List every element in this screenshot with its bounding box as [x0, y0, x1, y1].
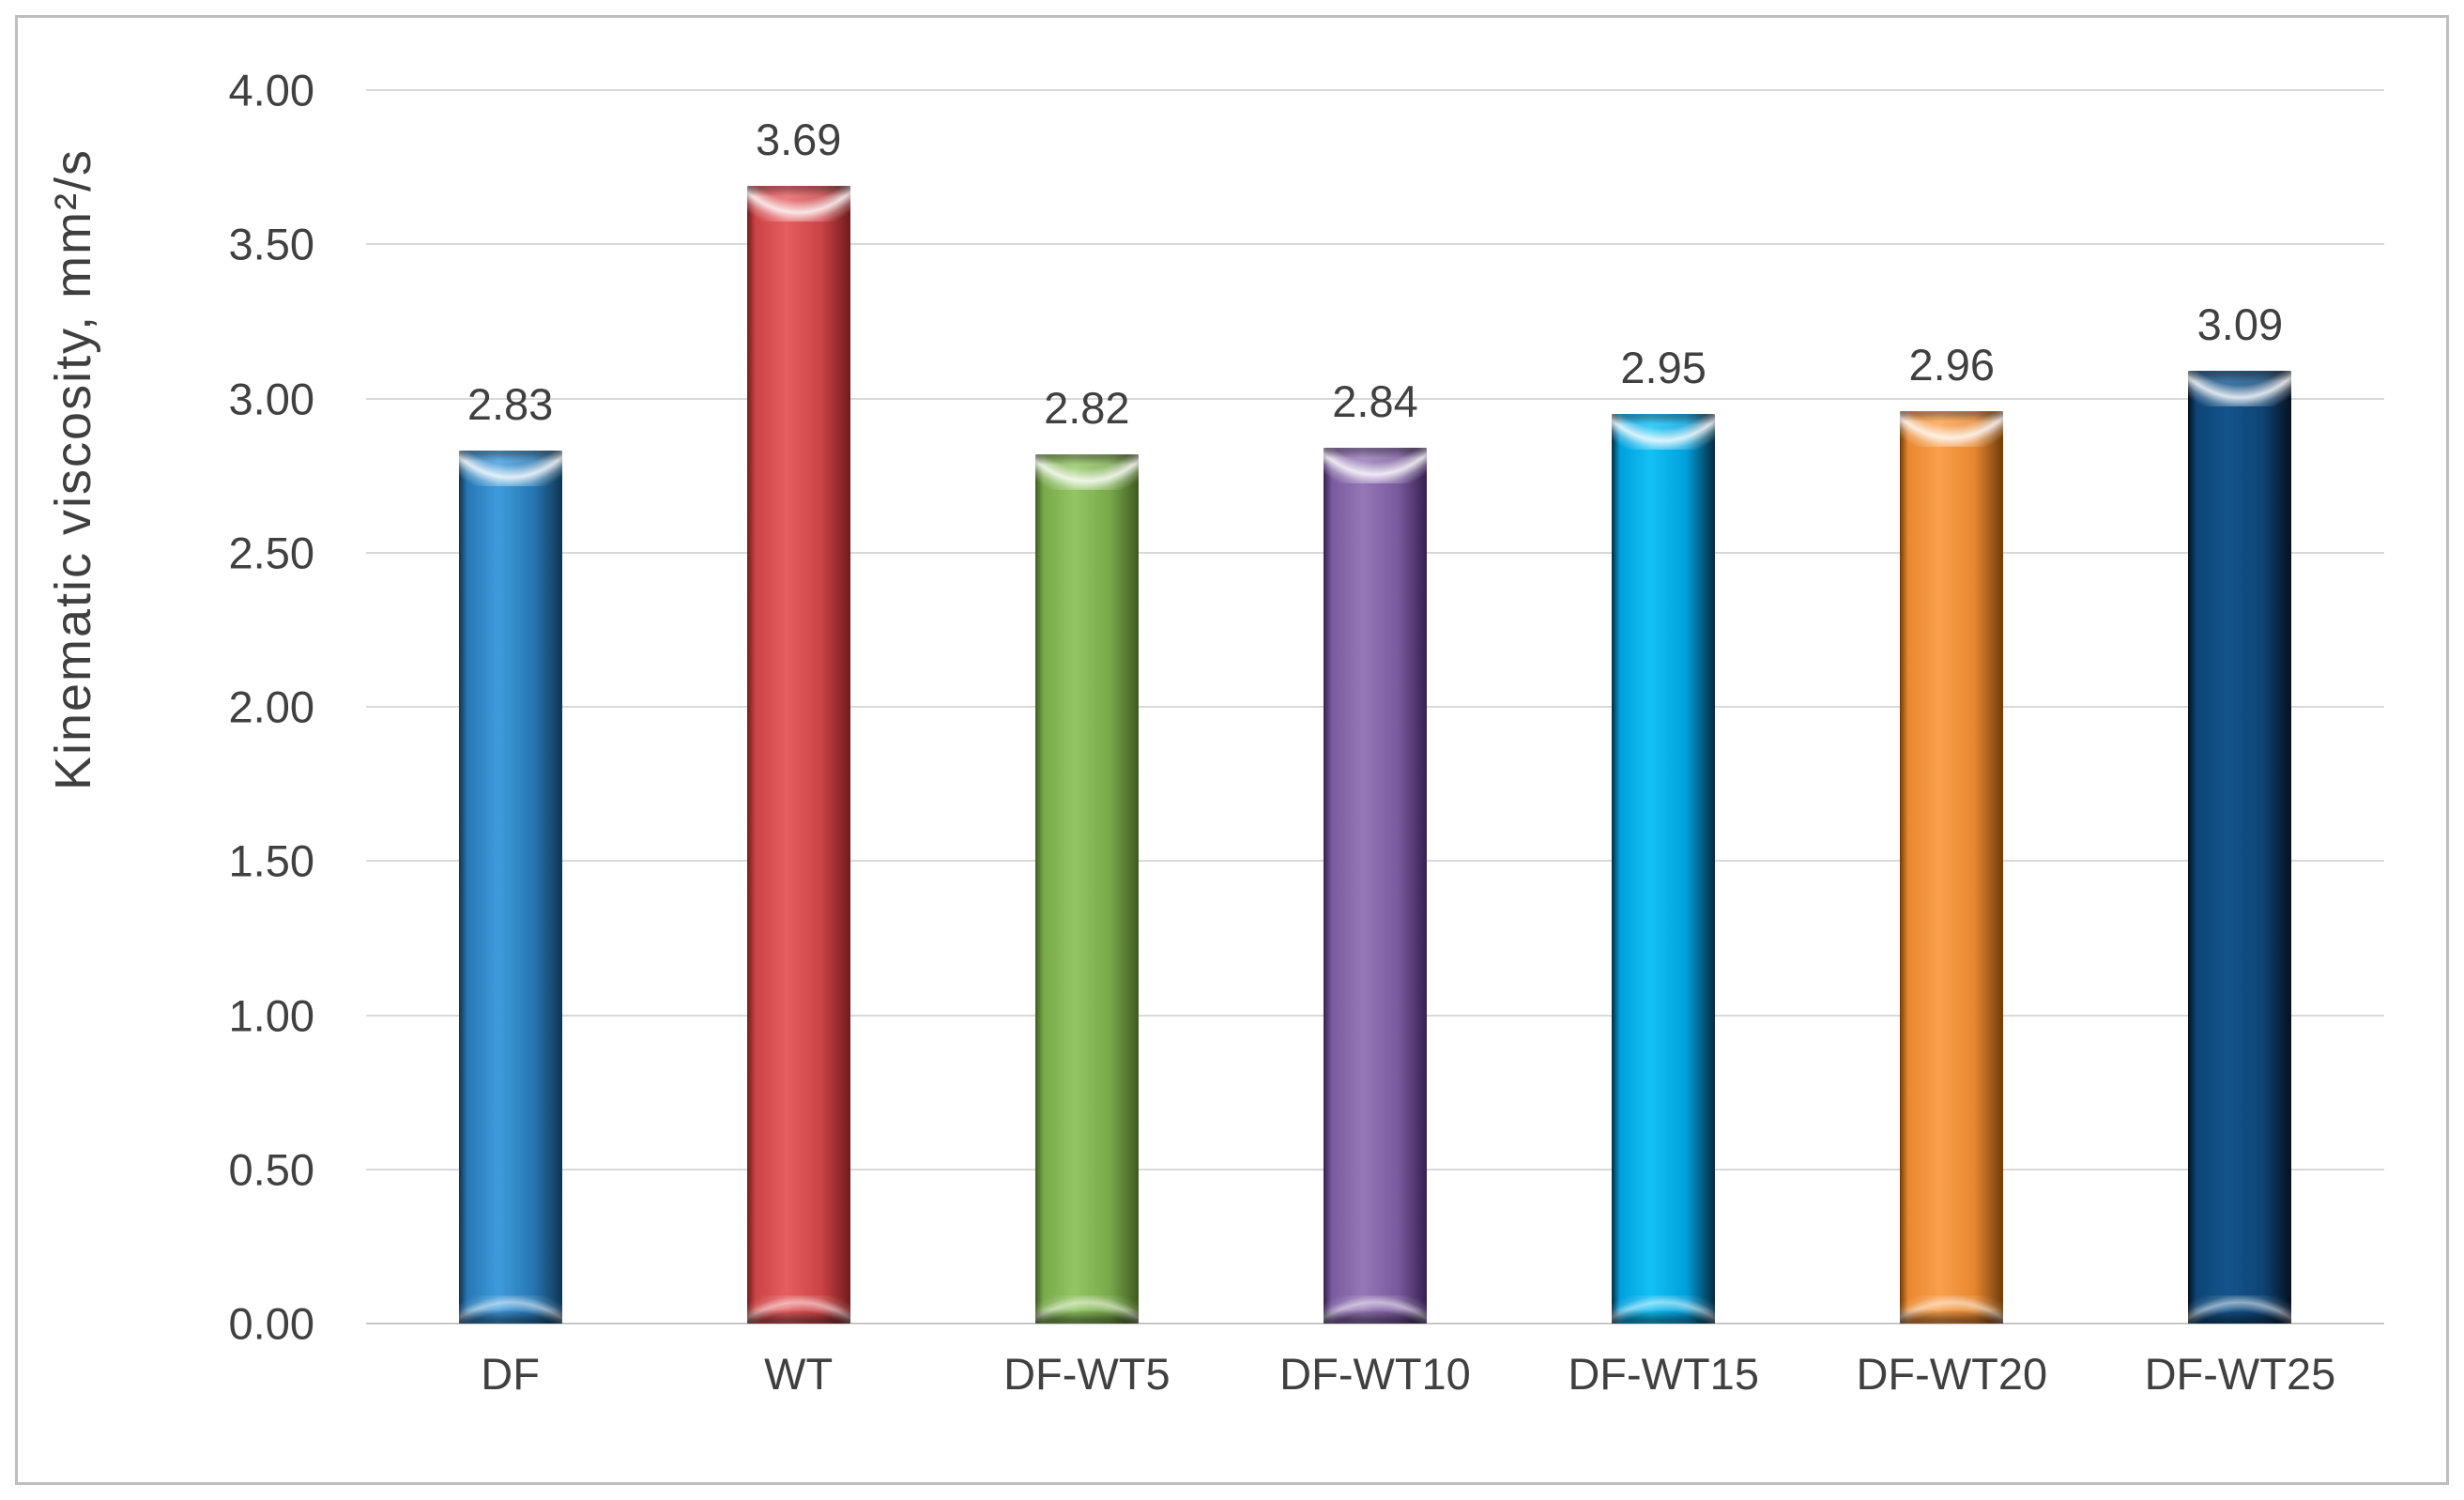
- x-tick-label-DF-WT15: DF-WT15: [1568, 1349, 1759, 1399]
- data-label-DF-WT10: 2.84: [1332, 376, 1418, 427]
- bar-DF-WT15: [1612, 413, 1716, 1324]
- bar-DF-WT25: [2188, 370, 2292, 1324]
- y-tick-label-2.00: 2.00: [228, 681, 314, 732]
- data-label-DF-WT25: 3.09: [2196, 298, 2284, 349]
- x-tick-label-DF-WT10: DF-WT10: [1279, 1349, 1471, 1399]
- data-label-DF: 2.83: [467, 379, 554, 430]
- y-axis-title: Kinematic viscosity, mm²/s: [45, 147, 101, 791]
- x-tick-label-DF-WT5: DF-WT5: [1003, 1349, 1171, 1399]
- bar-DF: [458, 451, 562, 1324]
- y-tick-label-1.50: 1.50: [228, 835, 314, 886]
- x-tick-label-DF-WT25: DF-WT25: [2144, 1349, 2336, 1399]
- y-tick-label-3.50: 3.50: [228, 219, 314, 269]
- x-tick-label-DF-WT20: DF-WT20: [1856, 1349, 2048, 1399]
- y-tick-label-0.00: 0.00: [228, 1298, 314, 1349]
- bar-WT: [746, 185, 850, 1324]
- y-tick-label-1.00: 1.00: [228, 990, 314, 1040]
- bar-DF-WT5: [1034, 453, 1139, 1324]
- bar-DF-WT20: [1900, 410, 2004, 1324]
- x-tick-label-DF: DF: [481, 1349, 540, 1399]
- chart-border: [15, 15, 2449, 1485]
- y-tick-label-0.50: 0.50: [228, 1144, 314, 1195]
- x-tick-label-WT: WT: [764, 1349, 834, 1399]
- y-tick-label-2.50: 2.50: [228, 528, 314, 578]
- data-label-WT: 3.69: [755, 114, 842, 164]
- data-label-DF-WT20: 2.96: [1908, 339, 1996, 390]
- bar-DF-WT10: [1324, 448, 1427, 1324]
- data-label-DF-WT15: 2.95: [1620, 342, 1706, 392]
- data-label-DF-WT5: 2.82: [1044, 382, 1130, 433]
- gridline-3.50: [366, 243, 2384, 246]
- y-tick-label-4.00: 4.00: [228, 65, 314, 115]
- gridline-0.00: [366, 1323, 2384, 1324]
- gridline-4.00: [366, 89, 2384, 91]
- y-tick-label-3.00: 3.00: [228, 374, 314, 423]
- plot-area: 0.00 0.50 1.00 1.50 2.00 2.50 3.00 3.50 4.00 2.8…: [229, 69, 2384, 1396]
- gridline-3.00: [366, 397, 2384, 400]
